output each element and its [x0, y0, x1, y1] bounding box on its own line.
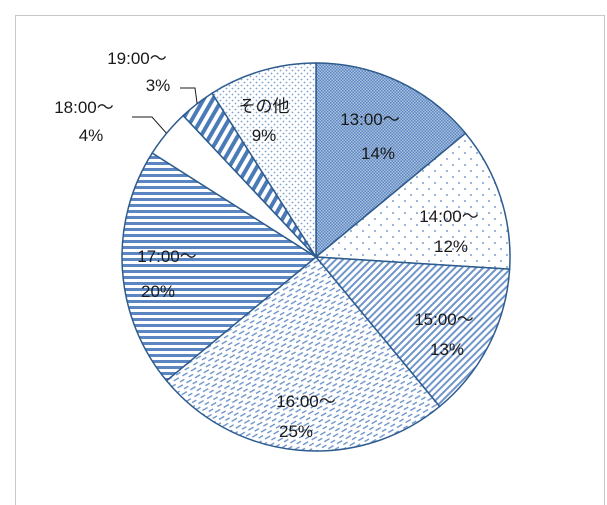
- slice-label-1300: 13:00～: [340, 110, 400, 129]
- slice-pct-1300: 14%: [361, 144, 395, 163]
- pie-slice-0: [315, 62, 467, 259]
- slice-label-other: その他: [239, 97, 290, 116]
- pie-slice-2: [314, 256, 511, 408]
- slice-label-1800: 18:00～: [54, 98, 114, 117]
- leader-line-5: [132, 116, 167, 134]
- slice-label-1500: 15:00～: [414, 310, 474, 329]
- slice-pct-1900: 3%: [146, 76, 171, 95]
- slice-label-1900: 19:00～: [107, 49, 167, 68]
- pie-slice-3: [165, 255, 441, 452]
- pie-slice-4: [121, 152, 318, 382]
- leader-line-6: [180, 87, 198, 104]
- pie-slice-1: [314, 132, 511, 270]
- slice-pct-1400: 12%: [434, 237, 468, 256]
- slice-label-1700: 17:00～: [137, 247, 197, 266]
- pie-slices: [121, 62, 511, 452]
- leader-lines: [132, 87, 198, 134]
- pie-slice-7: [211, 62, 317, 260]
- slice-pct-1500: 13%: [430, 340, 464, 359]
- slice-label-1600: 16:00～: [276, 392, 336, 411]
- slice-pct-1800: 4%: [79, 126, 104, 145]
- slice-label-1400: 14:00～: [419, 207, 479, 226]
- slice-pct-other: 9%: [252, 126, 277, 145]
- slice-pct-1600: 25%: [279, 422, 313, 441]
- slice-pct-1700: 20%: [141, 282, 175, 301]
